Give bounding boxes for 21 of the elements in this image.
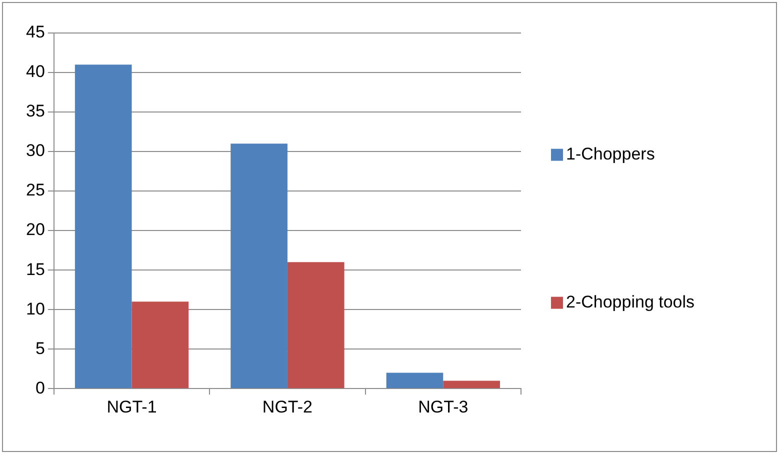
y-tick-label: 10 — [26, 299, 45, 318]
bar — [230, 144, 288, 388]
y-tick-label: 20 — [26, 220, 45, 240]
bar — [443, 380, 500, 388]
y-tick-label: 25 — [26, 180, 45, 200]
y-tick-label: 35 — [26, 102, 45, 121]
legend-label: 1-Choppers — [566, 144, 655, 164]
legend-label: 2-Chopping tools — [566, 292, 695, 312]
bar — [74, 64, 132, 388]
bar — [386, 372, 444, 388]
y-tick-label: 0 — [35, 378, 45, 398]
y-tick-label: 40 — [26, 62, 45, 82]
bar — [132, 302, 189, 388]
x-tick-label: NGT-2 — [262, 397, 312, 416]
bar — [287, 262, 344, 388]
x-tick-label: NGT-3 — [418, 397, 468, 416]
y-tick-label: 5 — [35, 338, 45, 358]
y-tick-label: 30 — [26, 141, 45, 160]
y-tick-label: 15 — [26, 260, 45, 279]
x-tick-label: NGT-1 — [106, 397, 157, 416]
y-tick-label: 45 — [26, 22, 45, 42]
